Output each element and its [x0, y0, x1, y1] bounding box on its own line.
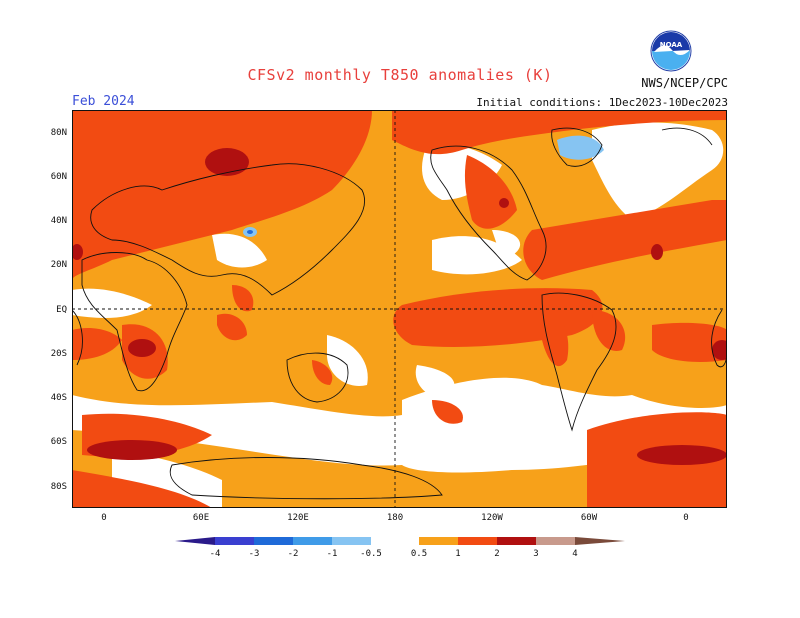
coastlines [72, 127, 727, 500]
map-frame [72, 110, 727, 508]
lon-label: 120W [481, 513, 503, 523]
colorbar-swatch [332, 537, 371, 545]
anomaly-region-strong [72, 148, 727, 465]
lat-label: 60N [50, 172, 67, 182]
colorbar-swatch [175, 537, 215, 545]
lon-label: 0 [683, 513, 689, 523]
lat-label: 80N [50, 128, 67, 138]
colorbar-label: 0.5 [411, 549, 427, 559]
colorbar-label: -2 [288, 549, 299, 559]
colorbar-swatch [293, 537, 332, 545]
lon-label: 60E [192, 513, 210, 523]
lat-label: 40S [50, 393, 67, 403]
forecast-month: Feb 2024 [72, 94, 135, 109]
lon-label: 60W [580, 513, 598, 523]
colorbar-label: 3 [533, 549, 538, 559]
lon-label: 120E [287, 513, 309, 523]
colorbar-label: -0.5 [360, 549, 382, 559]
colorbar-label: -3 [249, 549, 260, 559]
lat-label: 60S [50, 437, 67, 447]
lon-label: 180 [386, 513, 404, 523]
lat-label: 20N [50, 260, 67, 270]
colorbar-label: -4 [210, 549, 221, 559]
lat-label: 80S [50, 482, 67, 492]
lon-label: 0 [101, 513, 107, 523]
colorbar-swatch [215, 537, 254, 545]
colorbar: -4 -3 -2 -1 -0.5 0.5 1 2 3 4 [175, 537, 625, 559]
organization-label: NWS/NCEP/CPC [641, 76, 728, 90]
lat-label: 20S [50, 349, 67, 359]
colorbar-swatch [254, 537, 293, 545]
initial-conditions: Initial conditions: 1Dec2023-10Dec2023 [476, 96, 728, 109]
logo-text: NOAA [660, 41, 683, 49]
chart-title: CFSv2 monthly T850 anomalies (K) [247, 66, 553, 84]
lat-label: EQ [56, 305, 67, 315]
anomaly-map [72, 110, 727, 508]
colorbar-swatch [419, 537, 458, 545]
cold-anomaly-regions [243, 135, 604, 237]
colorbar-label: 4 [572, 549, 577, 559]
colorbar-swatch [497, 537, 536, 545]
colorbar-swatch [371, 537, 419, 545]
colorbar-label: 2 [494, 549, 499, 559]
colorbar-swatch [575, 537, 625, 545]
colorbar-label: 1 [455, 549, 460, 559]
colorbar-swatch [536, 537, 575, 545]
near-zero-regions [72, 122, 727, 508]
lat-label: 40N [50, 216, 67, 226]
colorbar-label: -1 [327, 549, 338, 559]
colorbar-swatch [458, 537, 497, 545]
noaa-logo: NOAA [650, 30, 692, 72]
